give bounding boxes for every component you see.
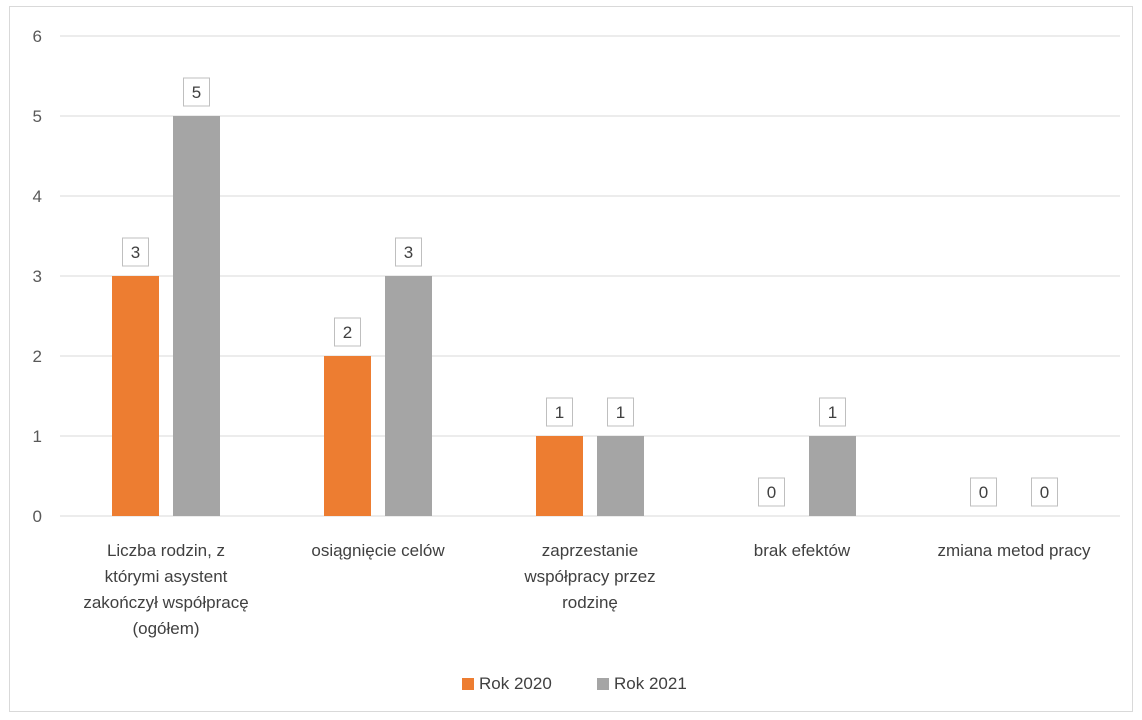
data-label-box xyxy=(183,77,210,107)
y-tick-label: 6 xyxy=(33,27,42,46)
y-tick-label: 3 xyxy=(33,267,42,286)
x-tick-label: Liczba rodzin, z którymi asystent zakończy… xyxy=(83,541,248,638)
bar xyxy=(536,436,583,516)
data-label: 1 xyxy=(616,403,625,422)
data-label-box xyxy=(758,477,785,507)
bar xyxy=(597,436,644,516)
y-tick-label: 4 xyxy=(33,187,42,206)
x-tick-label: osiągnięcie celów xyxy=(311,541,445,560)
x-tick-label: zaprzestanie współpracy przez rodzinę xyxy=(523,541,655,612)
y-tick-label: 0 xyxy=(33,507,42,526)
x-tick-label: zmiana metod pracy xyxy=(937,541,1091,560)
data-labels: 3 5 2 3 1 1 0 1 0 0 xyxy=(122,77,1058,507)
y-tick-label: 5 xyxy=(33,107,42,126)
data-label-box xyxy=(546,397,573,427)
gridlines xyxy=(60,35,1120,517)
data-label: 5 xyxy=(192,83,201,102)
data-label: 0 xyxy=(767,483,776,502)
legend-swatch xyxy=(597,678,609,690)
y-axis: 0 1 2 3 4 5 6 xyxy=(33,27,42,526)
data-label: 2 xyxy=(343,323,352,342)
data-label-box xyxy=(122,237,149,267)
data-label-box xyxy=(607,397,634,427)
bar xyxy=(809,436,856,516)
data-label-box xyxy=(334,317,361,347)
x-tick-label: brak efektów xyxy=(754,541,851,560)
data-label-box xyxy=(819,397,846,427)
legend-label: Rok 2020 xyxy=(479,674,552,693)
bar xyxy=(385,276,432,516)
x-axis: Liczba rodzin, z którymi asystent zakończy… xyxy=(83,541,1091,638)
y-tick-label: 2 xyxy=(33,347,42,366)
data-label: 3 xyxy=(131,243,140,262)
bar xyxy=(173,116,220,516)
legend: Rok 2020 Rok 2021 xyxy=(462,674,687,693)
y-tick-label: 1 xyxy=(33,427,42,446)
data-label: 3 xyxy=(404,243,413,262)
data-label-box xyxy=(970,477,997,507)
data-label-box xyxy=(395,237,422,267)
data-label: 1 xyxy=(555,403,564,422)
data-label: 1 xyxy=(828,403,837,422)
data-label-box xyxy=(1031,477,1058,507)
legend-swatch xyxy=(462,678,474,690)
bar xyxy=(112,276,159,516)
legend-label: Rok 2021 xyxy=(614,674,687,693)
bars xyxy=(112,116,856,516)
bar xyxy=(324,356,371,516)
data-label: 0 xyxy=(1040,483,1049,502)
data-label: 0 xyxy=(979,483,988,502)
